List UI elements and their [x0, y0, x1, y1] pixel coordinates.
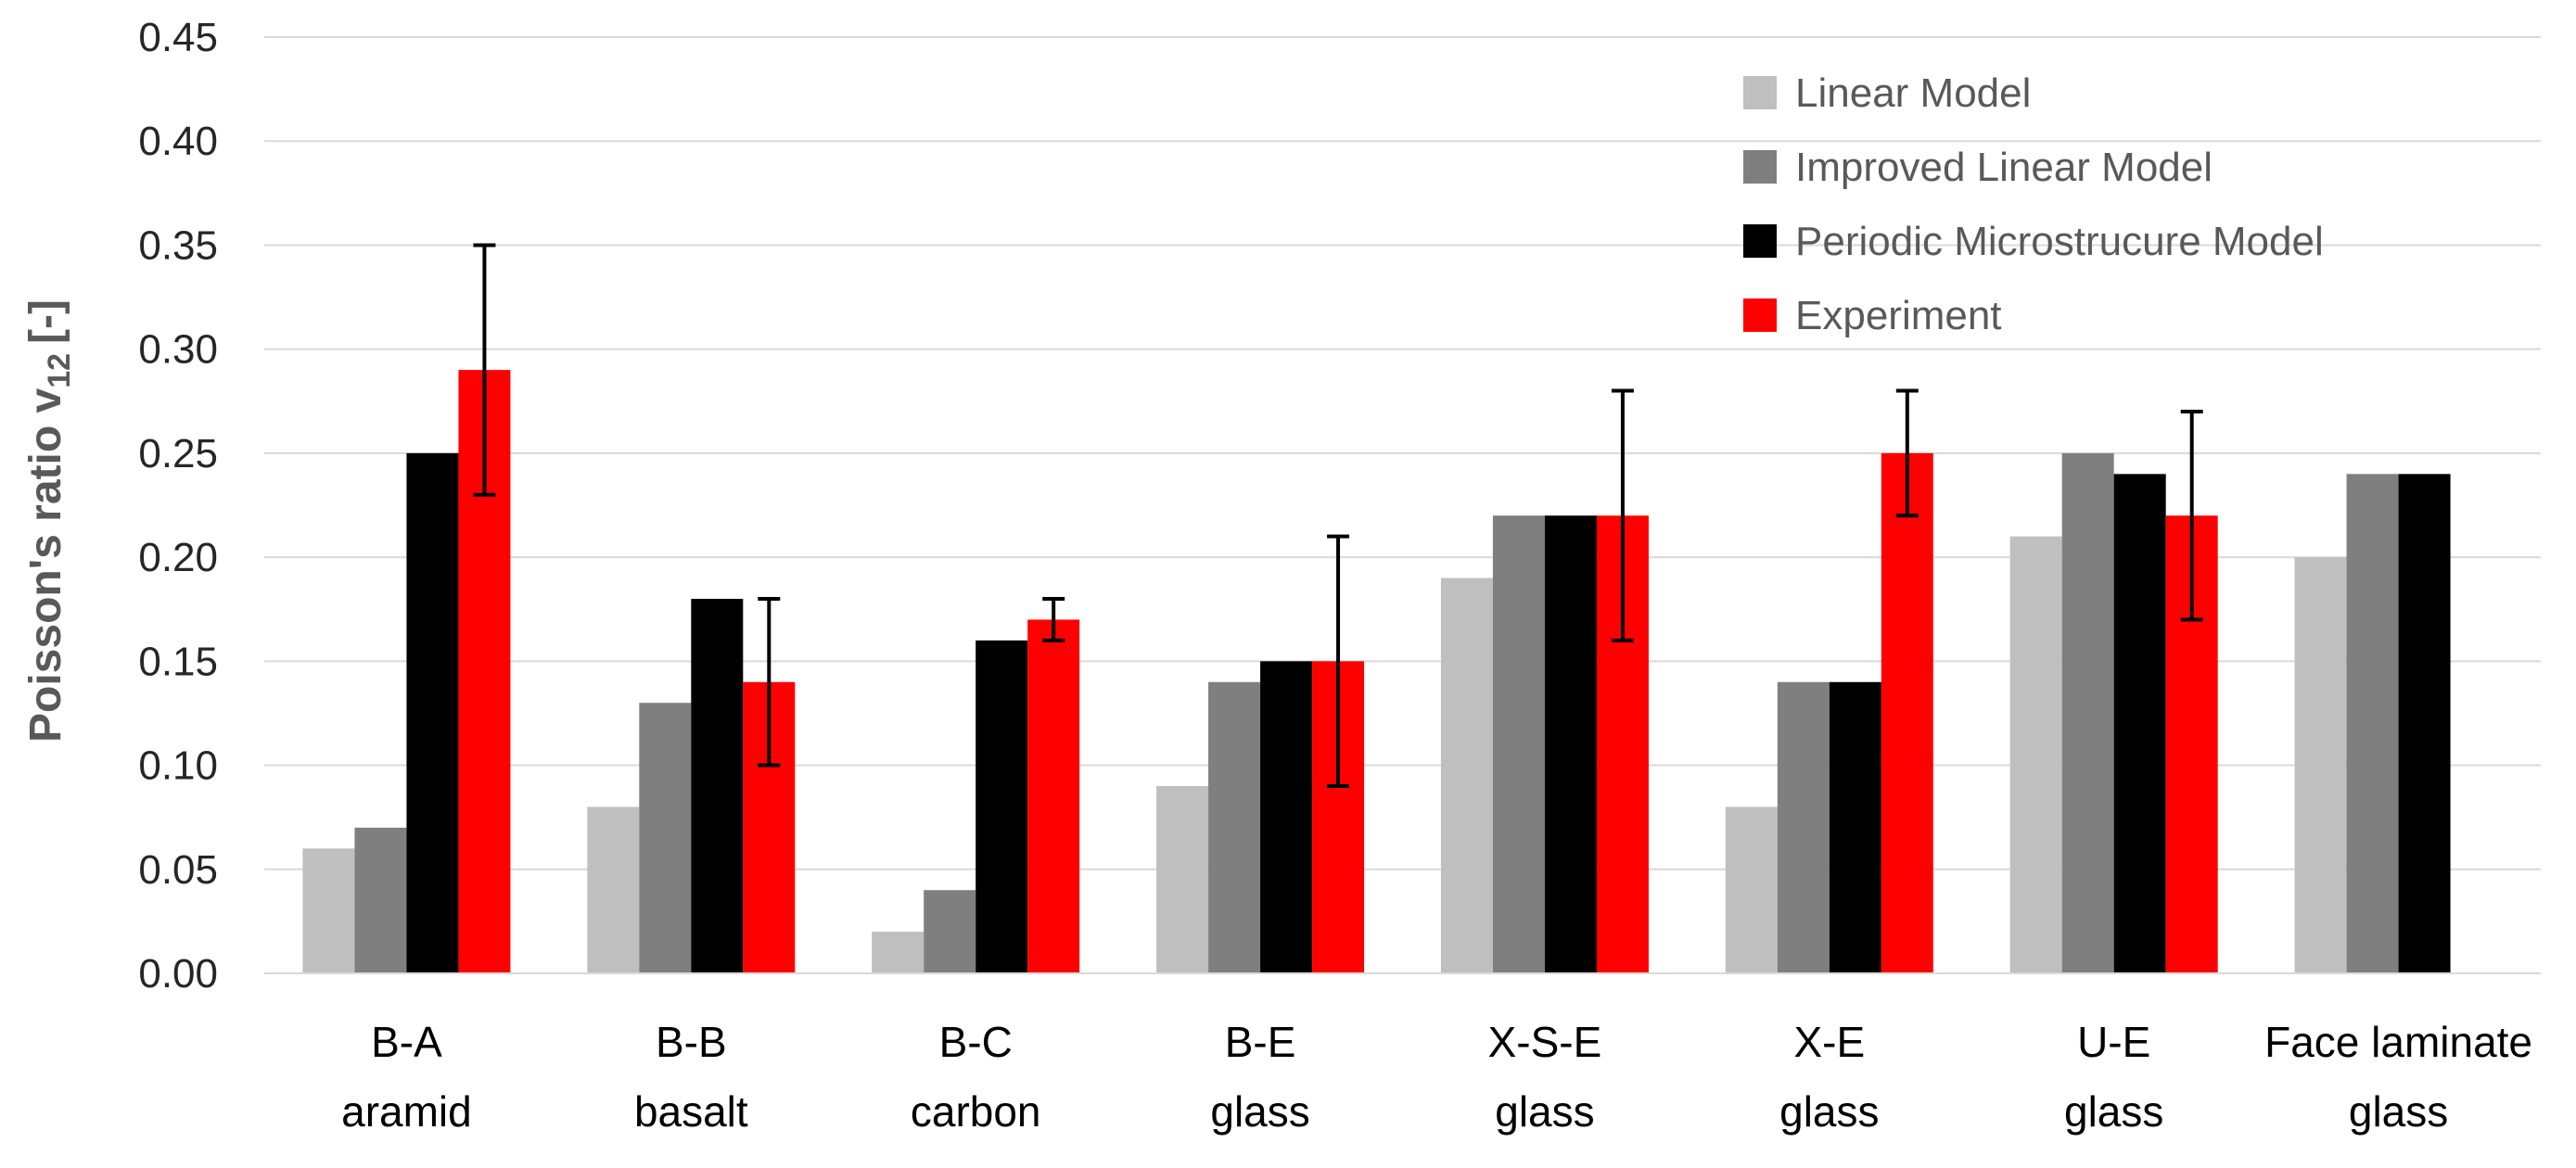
legend-label: Periodic Microstrucure Model	[1795, 219, 2324, 264]
category-label-line2: glass	[1210, 1087, 1309, 1136]
legend: Linear Model Improved Linear Model Periodi…	[1743, 70, 2324, 338]
category-label-line1: B-A	[371, 1018, 442, 1066]
error-bar-3	[1327, 534, 1350, 788]
y-axis-title-subscript: 12	[42, 353, 77, 388]
legend-swatch	[1743, 224, 1777, 258]
bars	[302, 370, 2451, 974]
category-label-line1: X-S-E	[1488, 1018, 1602, 1066]
y-tick-label: 0.45	[138, 15, 218, 60]
bar-periodic-microstrucure-model-7	[2398, 474, 2451, 973]
error-bar-2	[1042, 597, 1065, 642]
legend-label: Experiment	[1795, 293, 2002, 338]
y-axis-title: Poisson's ratio v12 [-]	[21, 299, 77, 743]
error-bar-4	[1611, 388, 1634, 642]
bar-experiment-5	[1881, 452, 1933, 973]
y-tick-label: 0.35	[138, 222, 218, 268]
error-bar-6	[2180, 410, 2203, 622]
bar-linear-model-1	[587, 806, 640, 973]
y-tick-label: 0.00	[138, 951, 218, 997]
category-label-line2: glass	[2349, 1087, 2448, 1136]
category-label-line1: B-B	[656, 1018, 727, 1066]
bar-periodic-microstrucure-model-1	[691, 599, 744, 973]
category-label-line1: B-E	[1225, 1018, 1296, 1066]
bar-improved-linear-model-1	[639, 703, 692, 973]
bar-improved-linear-model-4	[1492, 515, 1545, 973]
category-label-line2: glass	[1779, 1087, 1879, 1136]
y-axis-title-unit: [-]	[21, 299, 70, 344]
bar-linear-model-2	[872, 932, 925, 973]
bar-improved-linear-model-7	[2346, 474, 2399, 973]
bar-improved-linear-model-2	[924, 890, 976, 973]
category-label-line2: carbon	[911, 1087, 1041, 1136]
bar-linear-model-0	[302, 848, 355, 973]
bar-experiment-2	[1027, 619, 1080, 973]
category-label-line2: glass	[2064, 1087, 2163, 1136]
bar-periodic-microstrucure-model-5	[1829, 681, 1881, 973]
bar-periodic-microstrucure-model-0	[406, 452, 459, 973]
error-bar-1	[758, 597, 781, 768]
category-label-line2: aramid	[341, 1087, 472, 1136]
legend-swatch	[1743, 76, 1777, 109]
legend-item: Periodic Microstrucure Model	[1743, 219, 2324, 264]
bar-improved-linear-model-5	[1777, 681, 1830, 973]
legend-swatch	[1743, 150, 1777, 184]
bar-linear-model-7	[2294, 557, 2347, 973]
y-tick-label: 0.20	[138, 535, 218, 580]
legend-label: Improved Linear Model	[1795, 145, 2213, 190]
y-tick-label: 0.40	[138, 119, 218, 164]
y-tick-label: 0.10	[138, 743, 218, 789]
legend-item: Improved Linear Model	[1743, 145, 2213, 190]
legend-item: Experiment	[1743, 293, 2002, 338]
bar-linear-model-6	[2009, 536, 2062, 973]
legend-swatch	[1743, 298, 1777, 332]
bar-improved-linear-model-6	[2061, 452, 2114, 973]
bar-periodic-microstrucure-model-6	[2113, 474, 2166, 973]
y-axis-ticks: 0.00 0.05 0.10 0.15 0.20 0.25 0.30 0.35 0.40 0.45	[138, 15, 218, 997]
y-tick-label: 0.30	[138, 327, 218, 373]
error-bar-0	[473, 243, 496, 497]
category-label-line1: Face laminate	[2264, 1018, 2532, 1066]
y-tick-label: 0.15	[138, 639, 218, 684]
bar-periodic-microstrucure-model-2	[976, 640, 1028, 973]
bar-periodic-microstrucure-model-4	[1544, 515, 1597, 973]
legend-label: Linear Model	[1795, 70, 2031, 116]
y-tick-label: 0.05	[138, 847, 218, 893]
bar-linear-model-3	[1156, 786, 1209, 973]
bar-improved-linear-model-0	[354, 827, 407, 973]
x-axis-categories: B-A aramid B-B basalt B-C carbon B-E glass X-S-E…	[341, 1018, 2532, 1136]
y-tick-label: 0.25	[138, 431, 218, 476]
bar-linear-model-5	[1725, 806, 1778, 973]
category-label-line2: glass	[1495, 1087, 1594, 1136]
bar-linear-model-4	[1440, 578, 1493, 973]
category-label-line1: B-C	[939, 1018, 1013, 1066]
bar-periodic-microstrucure-model-3	[1260, 661, 1313, 973]
bar-improved-linear-model-3	[1208, 681, 1261, 973]
error-bars	[473, 243, 2203, 788]
category-label-line2: basalt	[634, 1087, 748, 1136]
legend-item: Linear Model	[1743, 70, 2031, 116]
category-label-line1: U-E	[2077, 1018, 2150, 1066]
category-label-line1: X-E	[1793, 1018, 1865, 1066]
y-axis-title-main: Poisson's ratio v	[21, 387, 70, 743]
error-bar-5	[1895, 388, 1919, 518]
